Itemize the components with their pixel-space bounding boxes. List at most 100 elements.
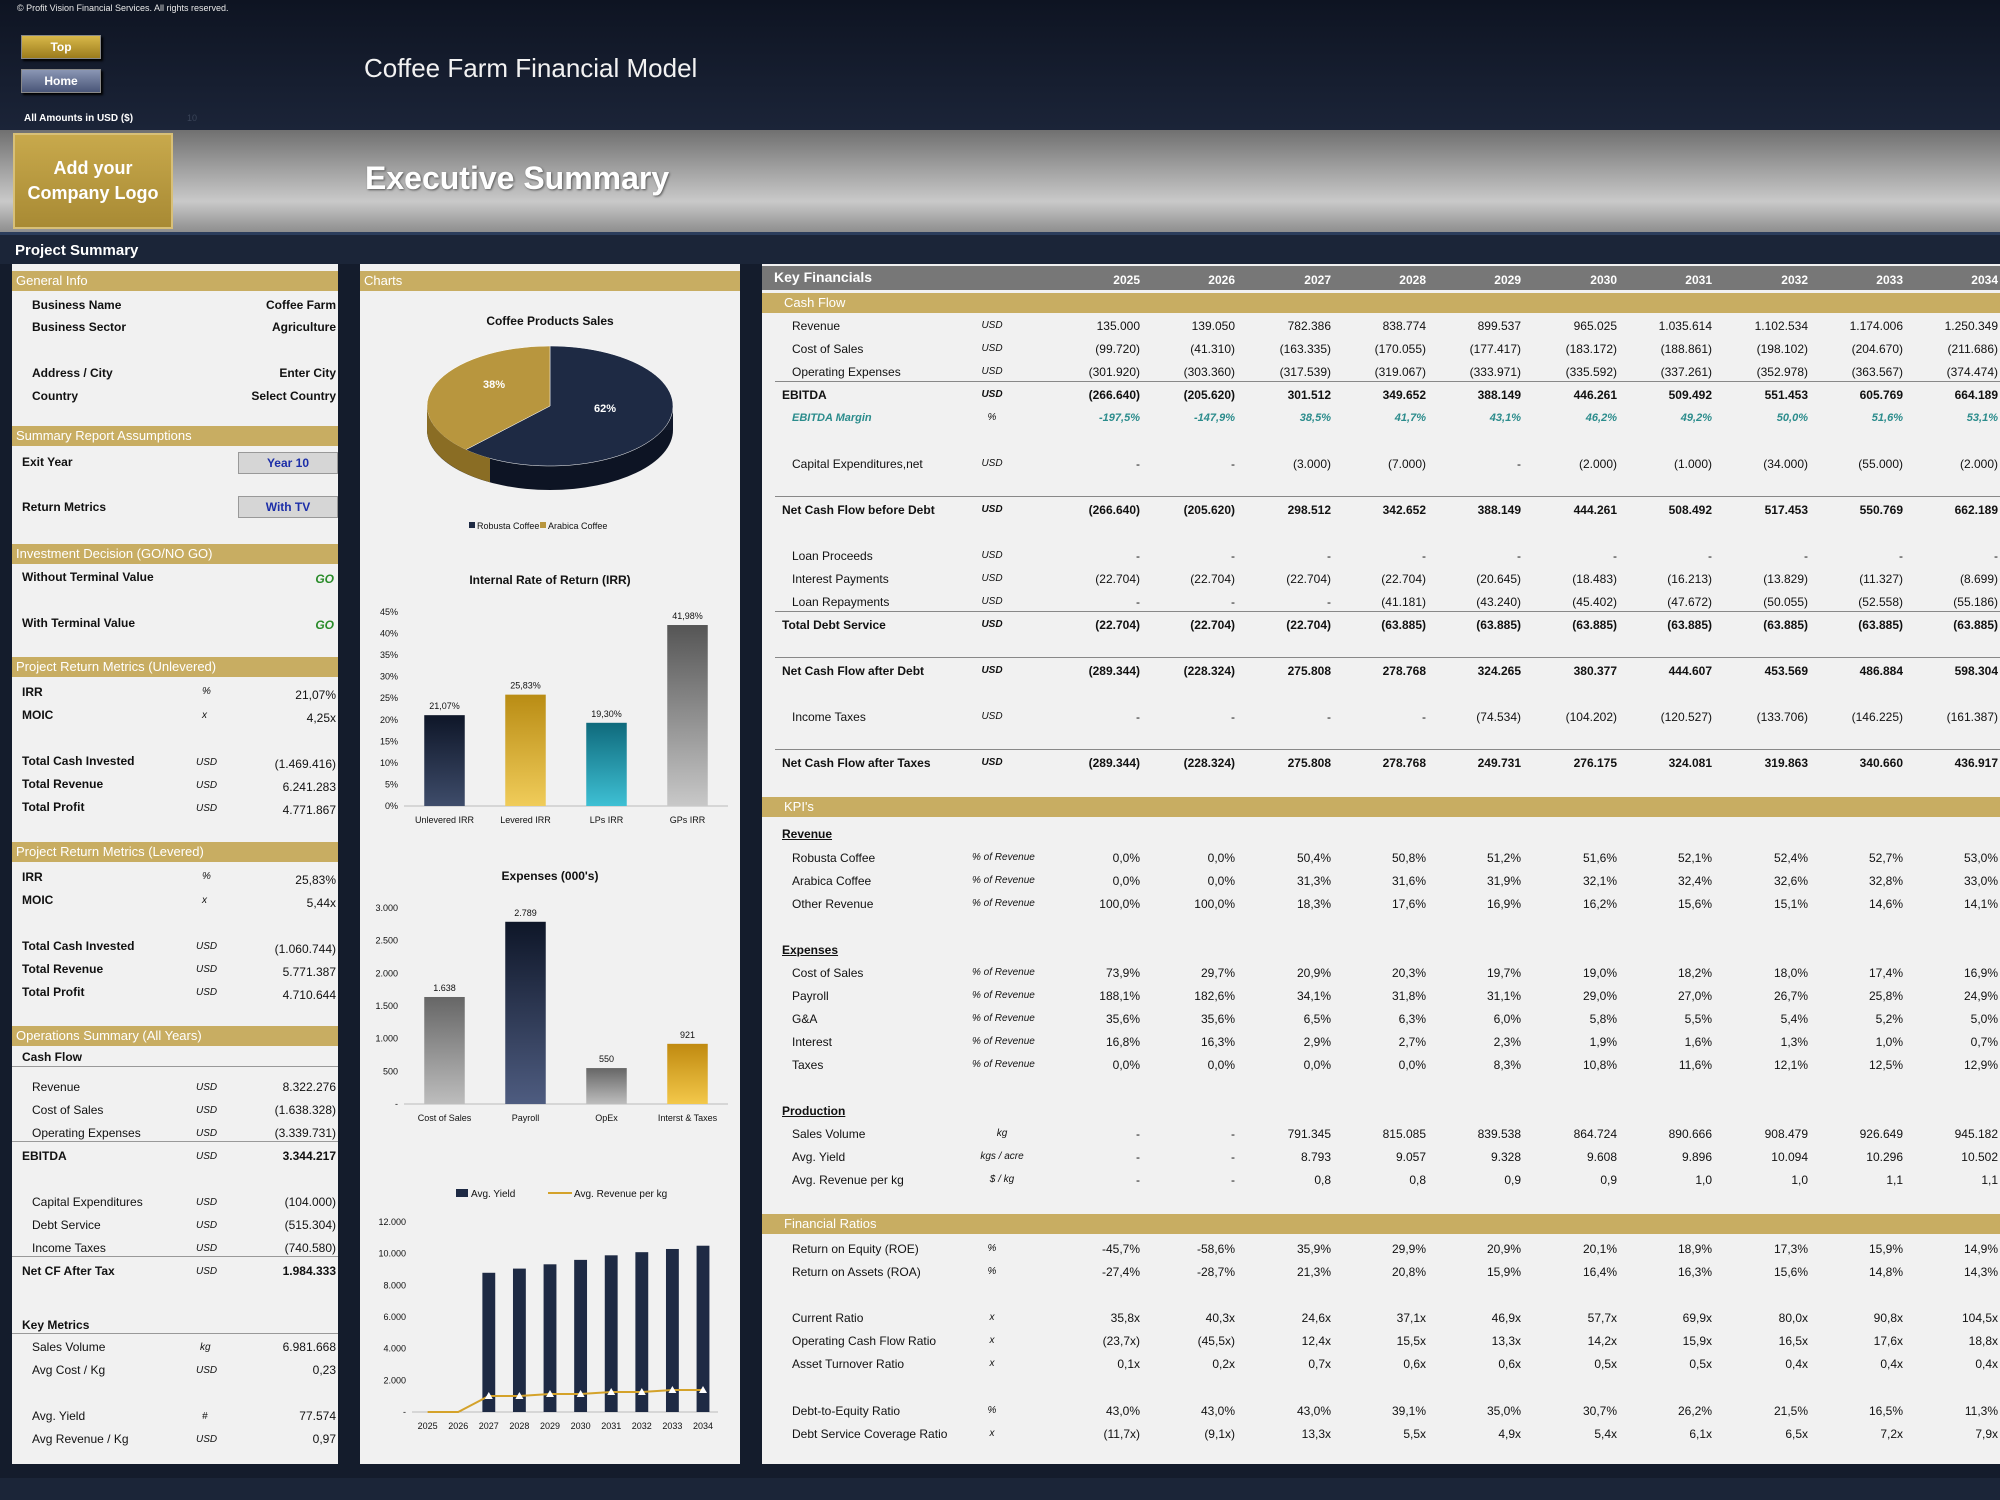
return-metrics-label: Return Metrics [22, 500, 107, 514]
row-value: 5,4x [1594, 1427, 1617, 1441]
copyright-text: © Profit Vision Financial Services. All … [17, 3, 229, 13]
levered-tci-unit: USD [196, 941, 218, 952]
row-value: -28,7% [1196, 1265, 1235, 1279]
business-name-label: Business Name [32, 298, 122, 312]
company-logo-placeholder[interactable]: Add your Company Logo [13, 133, 173, 229]
row-value: (3.000) [1292, 457, 1331, 471]
irr-chart-ytick: 35% [380, 650, 398, 660]
revenue-per-kg-marker [576, 1390, 585, 1397]
row-value: (41.181) [1381, 595, 1426, 609]
return-metrics-input[interactable]: With TV [238, 496, 338, 518]
irr-chart-bar [505, 694, 546, 806]
row-value: 18,0% [1773, 966, 1808, 980]
row-label: Debt Service Coverage Ratio [792, 1427, 948, 1441]
row-value: 33,0% [1963, 874, 1998, 888]
exit-year-input[interactable]: Year 10 [238, 452, 338, 474]
row-value: 349.652 [1382, 388, 1426, 402]
row-value: (228.324) [1183, 756, 1235, 770]
row-value: 135.000 [1096, 319, 1140, 333]
unlevered-tci-unit: USD [196, 757, 218, 768]
ops-netcf-label: Net CF After Tax [22, 1264, 115, 1278]
yield-chart-xtick: 2031 [601, 1421, 621, 1431]
row-value: 0,0% [1207, 1058, 1235, 1072]
yield-chart-xtick: 2025 [418, 1421, 438, 1431]
legend-swatch [469, 522, 475, 528]
address-value[interactable]: Enter City [279, 366, 336, 380]
unlevered-revenue-value: 6.241.283 [282, 780, 336, 794]
row-label: Net Cash Flow after Debt [782, 664, 925, 678]
row-value: 0,0% [1112, 874, 1140, 888]
home-button[interactable]: Home [21, 69, 101, 93]
row-value: - [1327, 710, 1331, 724]
row-unit: % of Revenue [972, 1013, 1035, 1024]
row-value: 605.769 [1859, 388, 1903, 402]
row-value: 12,1% [1773, 1058, 1808, 1072]
year-header: 2031 [1685, 273, 1712, 287]
yield-chart-xtick: 2027 [479, 1421, 499, 1431]
row-value: 11,3% [1964, 1404, 1998, 1418]
row-label: Return on Assets (ROA) [792, 1265, 921, 1279]
row-value: 10,8% [1582, 1058, 1617, 1072]
row-value: (22.704) [1095, 618, 1140, 632]
ops-revenue-label: Revenue [32, 1080, 81, 1094]
row-value: 0,9 [1600, 1173, 1617, 1187]
ops-ebitda-label: EBITDA [22, 1149, 67, 1163]
row-value: 1,0% [1875, 1035, 1903, 1049]
row-value: 664.189 [1954, 388, 1998, 402]
yield-bar [543, 1264, 557, 1412]
row-value: 12,9% [1963, 1058, 1998, 1072]
row-label: Operating Expenses [792, 365, 901, 379]
yield-chart-xtick: 2034 [693, 1421, 713, 1431]
row-divider [775, 657, 2000, 658]
row-value: 53,1% [1966, 412, 1998, 424]
row-value: (133.706) [1756, 710, 1808, 724]
row-value: 486.884 [1859, 664, 1903, 678]
row-value: - [1136, 1127, 1140, 1141]
assumptions-header: Summary Report Assumptions [12, 426, 338, 446]
yield-bar [574, 1259, 588, 1412]
ops-debt-value: (515.304) [284, 1218, 336, 1232]
yield-chart-ytick: - [403, 1407, 406, 1417]
row-value: (120.527) [1660, 710, 1712, 724]
business-sector-value[interactable]: Agriculture [271, 320, 336, 334]
ops-capex-unit: USD [196, 1197, 218, 1208]
year-header: 2027 [1304, 273, 1331, 287]
expenses-chart-bar [505, 921, 546, 1104]
row-value: - [1327, 549, 1331, 563]
row-value: 444.607 [1668, 664, 1712, 678]
top-button[interactable]: Top [21, 35, 101, 59]
key-metrics-label: Key Metrics [22, 1318, 90, 1332]
row-value: 6,0% [1493, 1012, 1521, 1026]
row-value: 16,9% [1963, 966, 1998, 980]
year-header: 2032 [1781, 273, 1808, 287]
row-value: 52,7% [1868, 851, 1903, 865]
row-label: Avg. Yield [792, 1150, 846, 1164]
row-value: 0,1x [1117, 1357, 1140, 1371]
row-value: 15,9% [1486, 1265, 1521, 1279]
irr-chart-xtick: LPs IRR [590, 815, 624, 825]
row-unit: % of Revenue [972, 967, 1035, 978]
row-value: 20,3% [1391, 966, 1426, 980]
expenses-chart-ytick: 1.000 [375, 1034, 398, 1044]
row-value: (301.920) [1088, 365, 1140, 379]
row-value: 444.261 [1573, 503, 1617, 517]
expenses-chart-data-label: 921 [680, 1030, 695, 1040]
ops-tax-value: (740.580) [284, 1241, 336, 1255]
row-value: (161.387) [1946, 710, 1998, 724]
row-value: 16,2% [1582, 897, 1617, 911]
ops-capex-value: (104.000) [284, 1195, 336, 1209]
row-value: 0,0% [1398, 1058, 1426, 1072]
row-value: 49,2% [1680, 412, 1712, 424]
row-unit: USD [981, 596, 1003, 607]
row-label: Payroll [792, 989, 829, 1003]
ops-revenue-value: 8.322.276 [282, 1080, 336, 1094]
country-value[interactable]: Select Country [251, 389, 336, 403]
pie-slice-robusta-coffee [465, 345, 674, 467]
row-value: 926.649 [1859, 1127, 1903, 1141]
expenses-chart-data-label: 550 [599, 1054, 614, 1064]
row-value: 46,2% [1585, 412, 1617, 424]
yield-chart-xtick: 2033 [662, 1421, 682, 1431]
business-name-value[interactable]: Coffee Farm [265, 298, 336, 312]
row-value: 2,9% [1303, 1035, 1331, 1049]
row-value: 899.537 [1477, 319, 1521, 333]
